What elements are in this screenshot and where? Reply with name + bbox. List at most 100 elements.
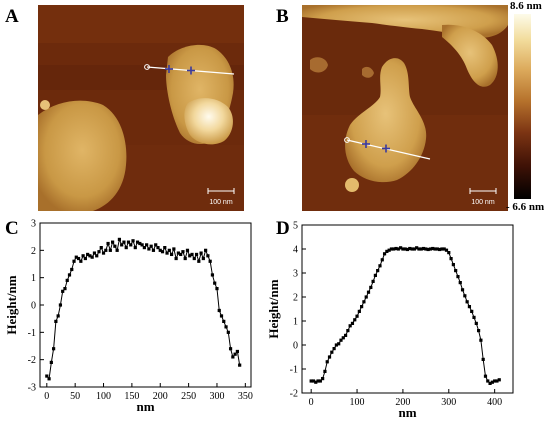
chart-d-xtick-label: 200 [395,397,410,408]
chart-c-data-point [204,248,208,252]
chart-d-data-point [493,379,497,383]
profile-line-b [346,139,431,160]
chart-c-data-point [108,248,112,252]
chart-c-data-point [101,251,106,255]
chart-c-ytick-label: 0 [31,301,36,312]
chart-c-xtick-label: 350 [238,391,253,402]
chart-d-data-point [495,379,499,383]
chart-c-data-point [185,248,190,252]
chart-c-data-point [135,240,140,244]
chart-c-xtick-label: 100 [96,391,111,402]
chart-d-data-point [435,247,439,251]
chart-c-data-point [72,259,76,263]
chart-d-xlabel: nm [398,405,416,420]
chart-d-data-point [421,246,426,251]
chart-c-data-point [231,355,235,359]
chart-c-data-point [238,363,242,367]
chart-d-data-point [415,246,419,250]
chart-d-data-point [419,247,423,251]
chart-d-data-point [456,275,460,279]
chart-c-data-point [154,243,158,247]
scalebar-label-a: 100 nm [209,199,233,206]
chart-c-data-point [217,308,221,313]
chart-c-data-point [156,246,160,250]
chart-d-data-point [360,305,364,309]
chart-c-data-point [145,243,149,247]
chart-c-data-point [111,240,115,244]
chart-d-data-point [431,246,435,251]
chart-c-data-point [142,246,146,250]
chart-d-data-point [323,369,327,373]
chart-c-data-point [233,352,237,356]
chart-c-xtick-label: 250 [181,391,196,402]
panel-letter-c: C [5,218,19,239]
chart-c-data-point [99,246,103,250]
chart-c-data-point [74,255,78,259]
chart-c-data-point [106,241,110,246]
chart-c-data-point [76,256,81,261]
chart-c-data-point [81,254,85,258]
chart-d-ytick-label: 5 [293,221,298,232]
chart-c-data-point [224,325,228,329]
chart-d-data-point [488,381,492,385]
chart-c-data-point [222,319,226,323]
chart-c-data-point [181,250,185,254]
chart-d-ytick-label: 3 [293,269,298,280]
chart-d-data-point [389,247,394,251]
chart-c-data-point [169,252,174,257]
chart-d-data-point [426,247,430,252]
chart-d-data-point [311,379,316,383]
chart-c-data-point [117,237,122,241]
chart-d-data-point [477,329,481,333]
chart-c-data-point [167,248,171,252]
chart-c-data-point [190,252,194,257]
chart-d-data-point [481,357,485,361]
chart-d-frame [301,224,514,394]
chart-d-data-point [378,264,382,268]
chart-c-data-point [63,287,67,291]
profile-chart-c: 0 50 100 150 200 250 300 350 -3 -2 -1 0 1 2 3 nm Height/… [4,219,253,415]
chart-d-data-point [410,247,414,251]
chart-c-data-point [83,256,87,261]
chart-d-data-point [396,247,400,251]
chart-c-data-point [126,240,131,244]
chart-d-data-point [401,247,405,251]
chart-c-data-point [79,259,83,263]
chart-c-data-point [65,278,69,282]
chart-d-data-point [385,249,389,253]
chart-c-data-point [174,256,178,261]
chart-c-data-point [92,251,97,255]
chart-c-data-point [165,251,169,255]
chart-c-data-point [151,248,156,252]
chart-d-ytick-label: 0 [293,341,298,352]
chart-c-data-point [138,241,142,246]
chart-d-data-point [467,305,472,309]
chart-c-data-point [228,347,233,351]
chart-d-data-point [348,324,352,328]
panel-letter-d: D [276,218,290,239]
chart-d-data-point [339,338,343,342]
chart-d-data-point [355,314,359,318]
chart-d-data-point [380,258,384,262]
chart-c-data-point [201,256,205,261]
chart-c-data-point [45,374,49,378]
chart-c-ytick-label: 3 [31,219,36,230]
chart-c-ytick-label: -1 [28,328,36,339]
chart-c-xlabel: nm [136,399,154,414]
chart-d-data-point [369,285,373,289]
chart-d-data-point [321,377,325,381]
panel-letter-a: A [5,6,19,27]
chart-c-data-point [49,360,53,364]
chart-c-data-point [192,256,196,261]
chart-d-data-point [405,247,410,252]
chart-d-series-line [311,247,500,385]
chart-c-data-point [219,314,224,318]
chart-d-data-point [366,290,371,294]
chart-c-ytick-label: -2 [28,355,36,366]
chart-c-data-point [133,246,137,250]
chart-d-data-point [318,379,322,383]
chart-d-data-point [490,380,494,384]
chart-c-data-point [183,256,187,261]
chart-d-xtick-label: 100 [350,397,365,408]
colorbar-max-label: 8.6 nm [510,0,542,12]
